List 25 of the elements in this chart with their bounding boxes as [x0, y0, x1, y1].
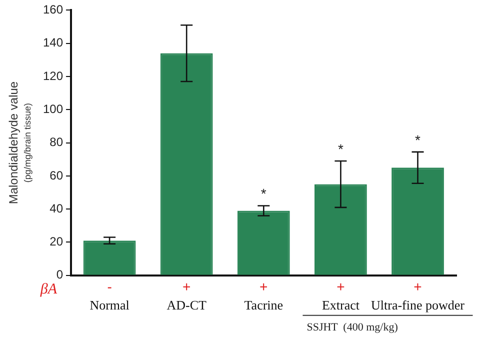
y-axis-title: Malondialdehyde value (pg/mg/brain tissue) [6, 81, 32, 204]
x-tick-label: Normal [90, 298, 130, 313]
y-tick-label: 20 [50, 234, 64, 249]
annotation: * [260, 186, 267, 202]
y-tick-label: 100 [42, 102, 64, 116]
y-tick-label: 60 [50, 168, 64, 182]
y-tick-label: 120 [42, 68, 64, 83]
y-tick-label: 80 [50, 135, 64, 150]
text: - [107, 278, 112, 294]
x-tick-label: Ultra-fine powder [371, 298, 466, 313]
annotation: * [415, 132, 422, 148]
text: βA [39, 281, 58, 298]
text: + [336, 278, 345, 294]
y-tick-label: 40 [50, 201, 64, 216]
x-tick-label: Extract [322, 298, 360, 313]
annotation: * [338, 140, 344, 157]
x-tick-label: Tacrine [244, 298, 284, 313]
text: + [414, 278, 422, 294]
text: + [182, 278, 191, 294]
y-tick-label: 0 [56, 268, 64, 282]
text: + [260, 278, 268, 294]
y-tick-label: 160 [42, 2, 64, 17]
text: SSJHT (400 mg/kg) [306, 321, 398, 334]
y-tick-label: 140 [42, 36, 64, 50]
x-tick-label: AD-CT [166, 298, 207, 313]
